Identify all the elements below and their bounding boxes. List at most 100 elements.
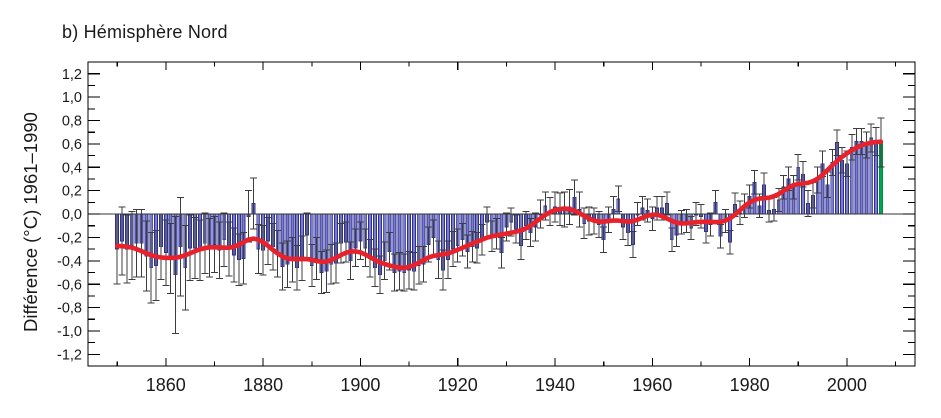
errorbar-1859 <box>157 213 165 280</box>
errorbar-1855 <box>138 208 145 278</box>
errorbar-1968 <box>687 215 695 241</box>
errorbar-1929 <box>498 236 505 269</box>
errorbar-1868 <box>201 212 209 275</box>
y-tick-label: -0,8 <box>57 301 82 317</box>
errorbar-1905 <box>381 241 389 280</box>
smoothed-line-group <box>114 139 884 271</box>
y-tick-label: 0,8 <box>62 114 82 130</box>
errorbar-1932 <box>512 214 520 244</box>
errorbar-1901 <box>361 228 369 268</box>
errorbar-1985 <box>770 197 778 222</box>
errorbar-1970 <box>697 204 705 229</box>
errorbar-1881 <box>264 217 272 265</box>
errorbar-2001 <box>848 134 856 161</box>
errorbar-2003 <box>858 128 865 155</box>
errorbar-1920 <box>454 228 462 263</box>
errorbar-1993 <box>809 181 817 209</box>
errorbar-1918 <box>444 240 452 279</box>
errorbar-1926 <box>483 206 491 238</box>
errorbar-1963 <box>663 191 671 216</box>
errorbar-1851 <box>118 206 126 276</box>
errorbar-1852 <box>123 214 131 284</box>
errorbar-1892 <box>318 250 325 294</box>
errorbar-1884 <box>279 242 287 291</box>
errorbar-1945 <box>575 191 583 228</box>
errorbar-1893 <box>322 249 330 293</box>
errorbar-1924 <box>473 232 481 264</box>
errorbar-1872 <box>220 212 228 268</box>
errorbar-1937 <box>536 199 544 229</box>
errorbar-1865 <box>186 214 194 282</box>
x-tick-label: 1920 <box>438 375 478 395</box>
errorbar-1850 <box>113 213 121 285</box>
errorbar-2005 <box>867 123 875 153</box>
y-tick-label: -0,4 <box>57 254 82 270</box>
x-tick-labels: 1860 1880 1900 1920 1940 1960 1980 2000 <box>146 375 867 395</box>
chart-title: b) Hémisphère Nord <box>62 22 228 42</box>
errorbar-1874 <box>230 227 238 283</box>
errorbar-1922 <box>463 234 471 269</box>
errorbar-1858 <box>152 229 160 301</box>
errorbar-1960 <box>648 206 656 231</box>
errorbar-1949 <box>595 211 603 238</box>
x-tick-label: 1860 <box>146 375 186 395</box>
errorbar-1983 <box>760 172 768 197</box>
x-tick-label: 1980 <box>730 375 770 395</box>
errorbar-1916 <box>434 240 442 279</box>
errorbar-1936 <box>532 212 540 242</box>
errorbar-1911 <box>410 252 418 291</box>
errorbar-1917 <box>439 249 447 291</box>
errorbar-1974 <box>716 224 724 249</box>
errorbar-1987 <box>780 174 788 200</box>
errorbar-1866 <box>191 217 199 279</box>
errorbar-1965 <box>673 222 681 248</box>
y-tick-labels: 1,2 1,0 0,8 0,6 0,4 0,2 0,0 -0,2 -0,4 -0,6 -0,8 -1,… <box>57 67 82 364</box>
y-tick-label: 0,4 <box>62 160 82 176</box>
x-tick-label: 1880 <box>243 375 283 395</box>
errorbar-1877 <box>245 190 252 243</box>
errorbar-1954 <box>619 213 627 241</box>
errorbar-1973 <box>712 190 719 215</box>
errorbar-1909 <box>400 253 408 292</box>
errorbar-1959 <box>643 198 651 223</box>
x-tick-label: 1940 <box>535 375 575 395</box>
errorbar-1972 <box>707 212 715 237</box>
errorbar-1879 <box>254 224 262 275</box>
y-tick-label: -1,0 <box>57 324 82 340</box>
y-axis-title: Différence (°C) 1961–1990 <box>20 112 41 332</box>
errorbar-1891 <box>313 236 321 280</box>
errorbar-1863 <box>176 197 184 297</box>
errorbar-1860 <box>162 219 170 286</box>
errorbar-1930 <box>502 212 510 242</box>
errorbar-1857 <box>147 232 155 304</box>
errorbar-1981 <box>751 170 758 195</box>
errorbar-1992 <box>804 190 812 217</box>
errorbar-1870 <box>211 215 218 273</box>
errorbar-1882 <box>269 222 277 271</box>
smoothed-line <box>114 139 884 271</box>
errorbar-1950 <box>600 226 608 254</box>
errorbar-1878 <box>249 177 257 230</box>
errorbar-1871 <box>215 221 223 279</box>
errorbar-1919 <box>449 231 457 268</box>
errorbar-1887 <box>293 245 301 291</box>
errorbar-1953 <box>614 185 622 213</box>
errorbar-1862 <box>172 215 180 334</box>
errorbar-1998 <box>833 129 841 156</box>
errorbar-1899 <box>352 228 360 268</box>
x-tick-label: 1900 <box>340 375 380 395</box>
errorbar-1913 <box>420 246 428 283</box>
errorbar-1889 <box>303 212 311 258</box>
errorbar-1894 <box>327 243 335 285</box>
errorbar-1895 <box>332 242 340 284</box>
errorbar-1976 <box>726 229 734 255</box>
ticks-group <box>88 62 915 366</box>
errorbar-1990 <box>794 153 802 181</box>
errorbar-1880 <box>259 225 267 276</box>
y-tick-label: 0,0 <box>62 207 82 223</box>
errorbar-1940 <box>551 191 559 223</box>
errorbar-1915 <box>429 219 437 256</box>
y-tick-label: 1,2 <box>62 67 82 83</box>
